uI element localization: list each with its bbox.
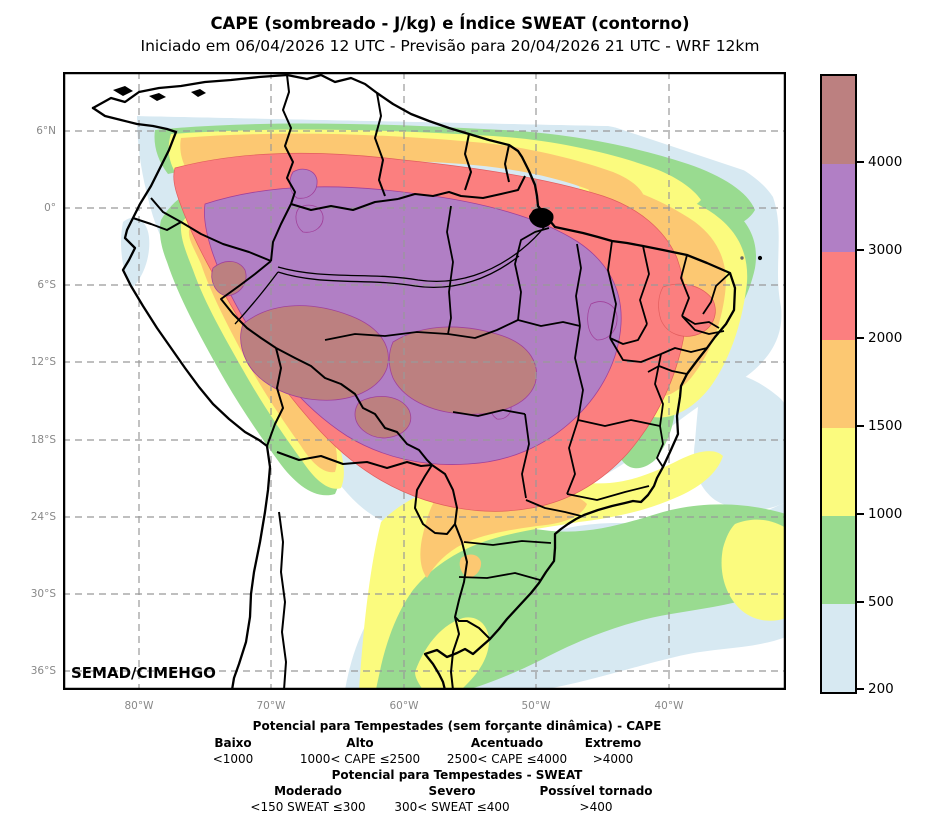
colorbar-segment-3000-4000 bbox=[822, 164, 855, 252]
atol-das-rocas-island-dot bbox=[740, 256, 744, 260]
legend-cape-class-label: Extremo bbox=[584, 736, 642, 750]
colorbar-tick bbox=[855, 688, 864, 690]
x-tick-80w: 80°W bbox=[124, 700, 154, 712]
y-tick-6n: 6°N bbox=[36, 125, 56, 137]
colorbar-label-1500: 1500 bbox=[868, 418, 903, 434]
legend-cape-class-label: Acentuado bbox=[470, 736, 544, 750]
figure-header: CAPE (sombreado - J/kg) e Índice SWEAT (… bbox=[0, 0, 900, 55]
y-tick-6s: 6°S bbox=[37, 279, 56, 291]
y-tick-0: 0° bbox=[44, 202, 56, 214]
legend-cape-class-label: Baixo bbox=[214, 736, 252, 750]
colorbar-segment-gt-4000 bbox=[822, 76, 855, 164]
colorbar-label-1000: 1000 bbox=[868, 506, 903, 522]
legend-sweat-class-label: Moderado bbox=[274, 784, 342, 798]
y-tick-12s: 12°S bbox=[30, 356, 56, 368]
y-tick-30s: 30°S bbox=[30, 588, 56, 600]
colorbar-tick bbox=[855, 337, 864, 339]
graticule bbox=[63, 72, 786, 690]
colorbar-label-3000: 3000 bbox=[868, 242, 903, 258]
y-tick-24s: 24°S bbox=[30, 511, 56, 523]
colorbar-segment-500-1000 bbox=[822, 516, 855, 604]
legend-sweat-class-range: 300< SWEAT ≤400 bbox=[394, 800, 510, 814]
legend-sweat-class-label: Severo bbox=[428, 784, 476, 798]
caribbean-islands bbox=[113, 86, 206, 101]
legend-sweat-class-range: <150 SWEAT ≤300 bbox=[250, 800, 366, 814]
country-borders bbox=[132, 74, 526, 690]
cape-fill-gt-4000 bbox=[211, 261, 537, 439]
x-tick-60w: 60°W bbox=[389, 700, 419, 712]
legend-sweat-title: Potencial para Tempestades - SWEAT bbox=[331, 768, 583, 782]
cape-sweat-map: SEMAD/CIMEHGO bbox=[63, 72, 786, 690]
legend-cape-class-range: >4000 bbox=[592, 752, 634, 766]
colorbar-label-200: 200 bbox=[868, 681, 894, 697]
colorbar-segment-200-500 bbox=[822, 604, 855, 692]
map-frame bbox=[63, 72, 786, 690]
x-tick-50w: 50°W bbox=[521, 700, 551, 712]
coastline bbox=[91, 73, 737, 690]
y-tick-18s: 18°S bbox=[30, 434, 56, 446]
page-subtitle: Iniciado em 06/04/2026 12 UTC - Previsão… bbox=[140, 37, 760, 55]
colorbar-tick bbox=[855, 161, 864, 163]
y-tick-36s: 36°S bbox=[30, 665, 56, 677]
legend-cape-class-range: 1000< CAPE ≤2500 bbox=[299, 752, 421, 766]
legend-cape-title: Potencial para Tempestades (sem forçante… bbox=[252, 719, 662, 733]
legend-cape-class-range: 2500< CAPE ≤4000 bbox=[446, 752, 568, 766]
colorbar-tick bbox=[855, 425, 864, 427]
colorbar-tick bbox=[855, 249, 864, 251]
marajo-island bbox=[529, 207, 554, 228]
colorbar-tick bbox=[855, 601, 864, 603]
colorbar-tick bbox=[855, 513, 864, 515]
legend-sweat-class-label: Possível tornado bbox=[539, 784, 653, 798]
x-tick-40w: 40°W bbox=[654, 700, 684, 712]
colorbar-segment-1000-1500 bbox=[822, 428, 855, 516]
colorbar bbox=[820, 74, 857, 694]
page-title: CAPE (sombreado - J/kg) e Índice SWEAT (… bbox=[210, 14, 690, 33]
colorbar-label-4000: 4000 bbox=[868, 154, 903, 170]
fernando-de-noronha-island-dot bbox=[757, 255, 763, 261]
legend-sweat-class-range: >400 bbox=[579, 800, 613, 814]
legend-cape-class-range: <1000 bbox=[212, 752, 254, 766]
watermark: SEMAD/CIMEHGO bbox=[71, 664, 216, 682]
x-tick-70w: 70°W bbox=[256, 700, 286, 712]
colorbar-segment-2000-3000 bbox=[822, 252, 855, 340]
colorbar-label-500: 500 bbox=[868, 594, 894, 610]
colorbar-label-2000: 2000 bbox=[868, 330, 903, 346]
colorbar-segment-1500-2000 bbox=[822, 340, 855, 428]
map-canvas: SEMAD/CIMEHGO bbox=[63, 72, 786, 690]
state-borders bbox=[324, 205, 731, 581]
legend-cape-class-label: Alto bbox=[346, 736, 374, 750]
